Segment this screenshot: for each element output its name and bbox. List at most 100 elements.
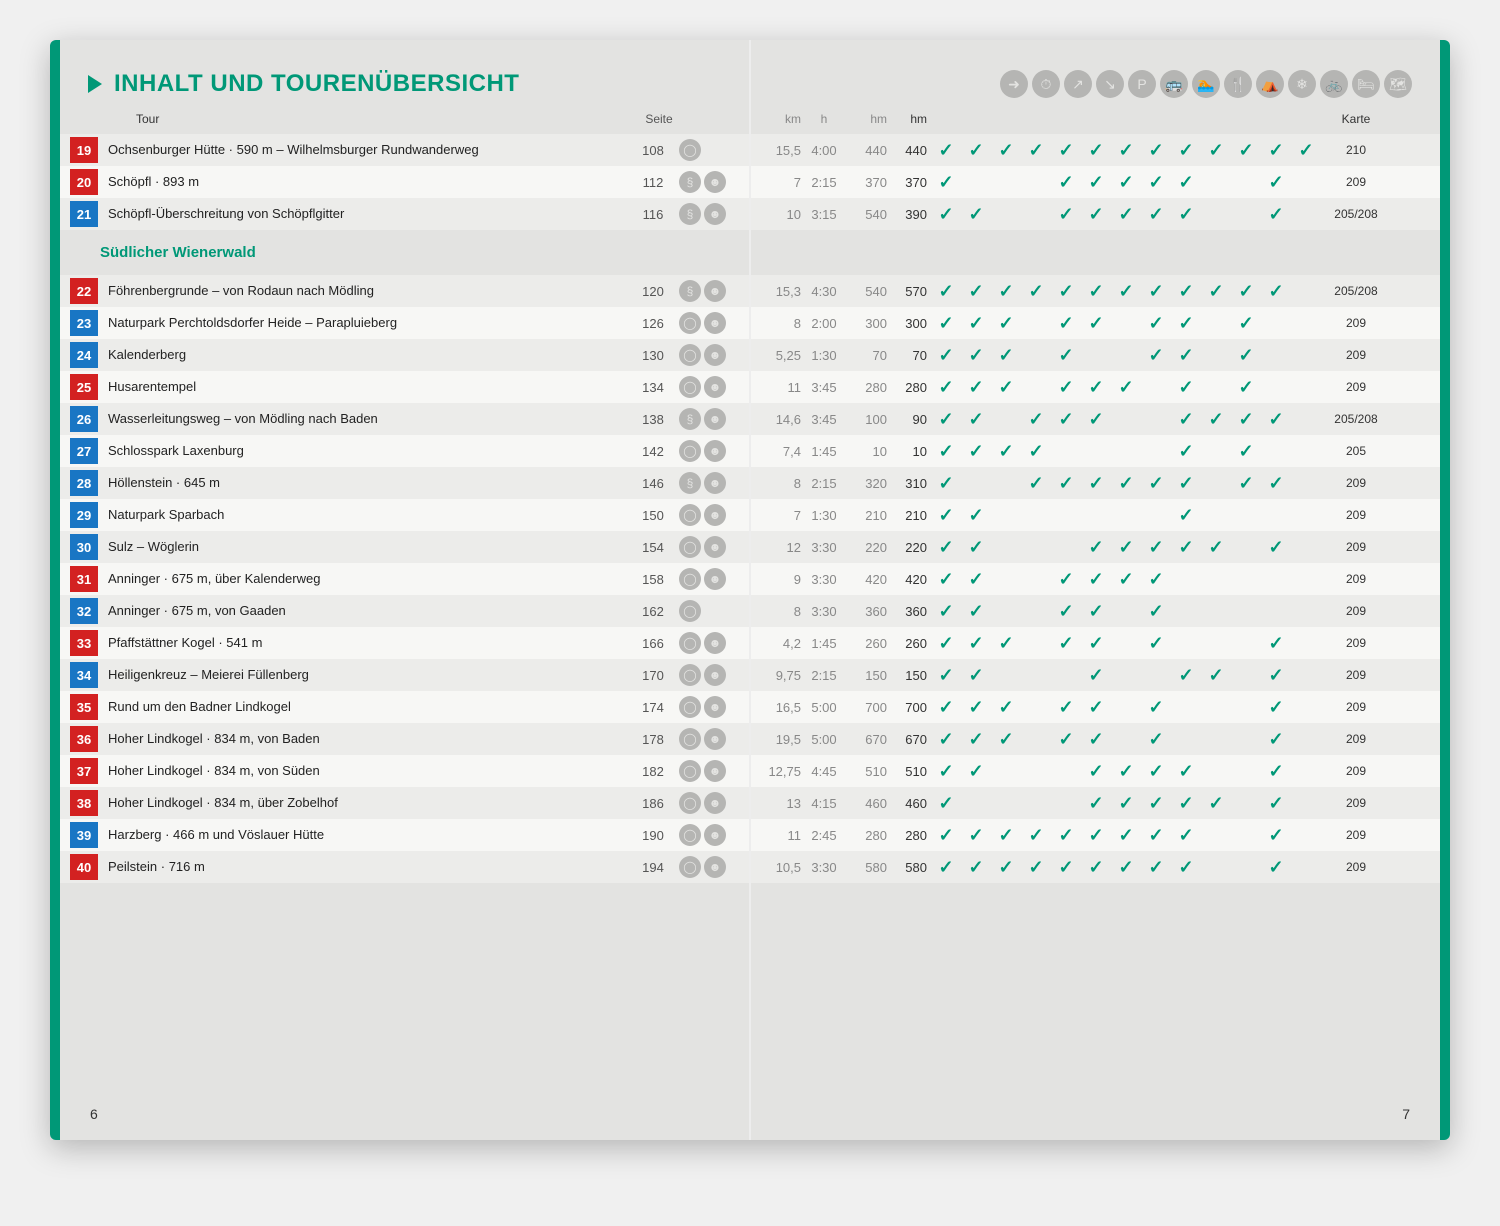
col-seite: Seite bbox=[639, 112, 679, 126]
check-cell bbox=[991, 409, 1021, 430]
check-cell: ✓ bbox=[1171, 172, 1201, 193]
tour-row: 134:15460460✓✓✓✓✓✓✓209 bbox=[751, 787, 1440, 819]
tour-hm-down: 420 bbox=[887, 572, 931, 587]
header-icon: 🚌 bbox=[1160, 70, 1188, 98]
type-icon: ☻ bbox=[704, 472, 726, 494]
check-cell: ✓ bbox=[961, 665, 991, 686]
check-cell bbox=[1231, 825, 1261, 846]
tour-row: 25Husarentempel134◯☻ bbox=[60, 371, 749, 403]
check-cell: ✓ bbox=[961, 377, 991, 398]
check-cell bbox=[1051, 665, 1081, 686]
check-cell: ✓ bbox=[1231, 345, 1261, 366]
check-cell bbox=[1111, 505, 1141, 526]
tour-type-icons: §☻ bbox=[673, 408, 749, 430]
check-cell bbox=[1261, 345, 1291, 366]
tour-row: 9,752:15150150✓✓✓✓✓✓209 bbox=[751, 659, 1440, 691]
check-cell: ✓ bbox=[1261, 473, 1291, 494]
check-cell: ✓ bbox=[1141, 204, 1171, 225]
tour-type-icons: ◯ bbox=[673, 139, 749, 161]
check-cell: ✓ bbox=[991, 377, 1021, 398]
tour-seite: 126 bbox=[633, 316, 673, 331]
check-cell bbox=[1021, 313, 1051, 334]
check-cell bbox=[1081, 345, 1111, 366]
tour-h: 3:30 bbox=[801, 572, 847, 587]
type-icon: ◯ bbox=[679, 440, 701, 462]
tour-row: 12,754:45510510✓✓✓✓✓✓✓209 bbox=[751, 755, 1440, 787]
tour-checks: ✓✓✓✓✓✓✓ bbox=[931, 633, 1321, 654]
check-cell bbox=[1291, 409, 1321, 430]
check-cell: ✓ bbox=[1231, 281, 1261, 302]
tour-seite: 174 bbox=[633, 700, 673, 715]
tour-seite: 150 bbox=[633, 508, 673, 523]
tour-km: 16,5 bbox=[751, 700, 801, 715]
tour-hm-up: 210 bbox=[847, 508, 887, 523]
check-cell: ✓ bbox=[1171, 345, 1201, 366]
tour-seite: 108 bbox=[633, 143, 673, 158]
check-cell bbox=[1111, 633, 1141, 654]
col-km: km bbox=[751, 112, 801, 126]
type-icon: ◯ bbox=[679, 856, 701, 878]
tour-row: 30Sulz – Wöglerin154◯☻ bbox=[60, 531, 749, 563]
tour-name: Peilstein · 716 m bbox=[98, 855, 633, 879]
col-karte: Karte bbox=[1321, 112, 1409, 126]
tour-karte: 209 bbox=[1321, 764, 1409, 778]
tour-h: 5:00 bbox=[801, 732, 847, 747]
tour-hm-up: 280 bbox=[847, 380, 887, 395]
tour-h: 1:30 bbox=[801, 508, 847, 523]
check-cell: ✓ bbox=[991, 633, 1021, 654]
tour-row: 22Föhrenbergrunde – von Rodaun nach Mödl… bbox=[60, 275, 749, 307]
tour-km: 15,5 bbox=[751, 143, 801, 158]
check-cell: ✓ bbox=[991, 140, 1021, 161]
check-cell: ✓ bbox=[961, 729, 991, 750]
tour-hm-up: 150 bbox=[847, 668, 887, 683]
header-icon: ⏱ bbox=[1032, 70, 1060, 98]
tour-karte: 209 bbox=[1321, 508, 1409, 522]
tour-seite: 146 bbox=[633, 476, 673, 491]
check-cell bbox=[1021, 204, 1051, 225]
check-cell bbox=[1291, 793, 1321, 814]
tour-name: Harzberg · 466 m und Vöslauer Hütte bbox=[98, 823, 633, 847]
type-icon: ☻ bbox=[704, 376, 726, 398]
type-icon: ☻ bbox=[704, 280, 726, 302]
check-cell: ✓ bbox=[931, 204, 961, 225]
type-icon: ☻ bbox=[704, 171, 726, 193]
tour-checks: ✓✓✓✓✓✓ bbox=[931, 665, 1321, 686]
tour-seite: 170 bbox=[633, 668, 673, 683]
check-cell: ✓ bbox=[1171, 441, 1201, 462]
check-cell bbox=[991, 473, 1021, 494]
check-cell: ✓ bbox=[1021, 441, 1051, 462]
header-icon: 🏊 bbox=[1192, 70, 1220, 98]
type-icon: ◯ bbox=[679, 139, 701, 161]
check-cell: ✓ bbox=[991, 697, 1021, 718]
check-cell: ✓ bbox=[1141, 140, 1171, 161]
check-cell bbox=[1261, 505, 1291, 526]
tour-hm-up: 540 bbox=[847, 207, 887, 222]
tour-hm-down: 700 bbox=[887, 700, 931, 715]
check-cell: ✓ bbox=[1111, 204, 1141, 225]
check-cell bbox=[1291, 857, 1321, 878]
tour-km: 19,5 bbox=[751, 732, 801, 747]
tour-row: 20Schöpfl · 893 m112§☻ bbox=[60, 166, 749, 198]
tour-karte: 209 bbox=[1321, 572, 1409, 586]
tour-karte: 205 bbox=[1321, 444, 1409, 458]
tour-hm-up: 580 bbox=[847, 860, 887, 875]
tour-seite: 178 bbox=[633, 732, 673, 747]
tour-row: 34Heiligenkreuz – Meierei Füllenberg170◯… bbox=[60, 659, 749, 691]
tour-name: Kalenderberg bbox=[98, 343, 633, 367]
tour-row: 71:30210210✓✓✓209 bbox=[751, 499, 1440, 531]
check-cell: ✓ bbox=[931, 377, 961, 398]
tour-km: 8 bbox=[751, 604, 801, 619]
tour-km: 8 bbox=[751, 476, 801, 491]
check-cell bbox=[1291, 441, 1321, 462]
check-cell bbox=[1171, 569, 1201, 590]
check-cell: ✓ bbox=[1171, 140, 1201, 161]
check-cell: ✓ bbox=[1171, 377, 1201, 398]
check-cell bbox=[991, 172, 1021, 193]
check-cell bbox=[1021, 345, 1051, 366]
check-cell: ✓ bbox=[1111, 793, 1141, 814]
tour-row: 82:15320310✓✓✓✓✓✓✓✓✓209 bbox=[751, 467, 1440, 499]
check-cell: ✓ bbox=[1141, 569, 1171, 590]
tour-hm-up: 370 bbox=[847, 175, 887, 190]
check-cell: ✓ bbox=[1201, 537, 1231, 558]
tour-name: Wasserleitungsweg – von Mödling nach Bad… bbox=[98, 407, 633, 431]
